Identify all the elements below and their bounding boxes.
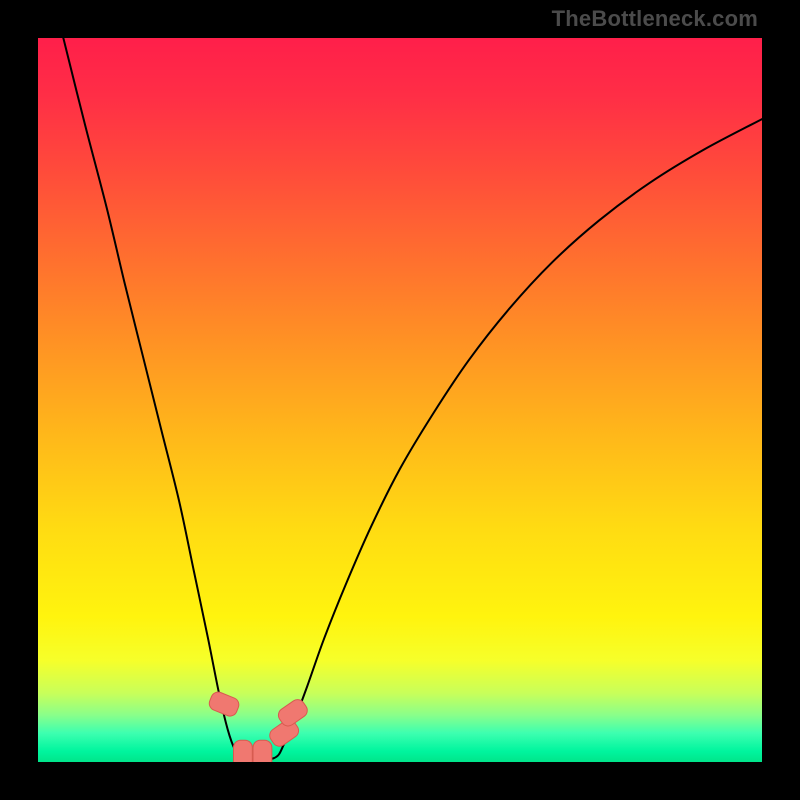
- plot-area: [38, 38, 762, 762]
- bottleneck-curve: [38, 38, 762, 762]
- frame: TheBottleneck.com: [0, 0, 800, 800]
- curve-marker: [233, 740, 252, 762]
- curve-marker: [207, 690, 241, 718]
- curve-marker: [253, 740, 272, 762]
- watermark-text: TheBottleneck.com: [552, 6, 758, 32]
